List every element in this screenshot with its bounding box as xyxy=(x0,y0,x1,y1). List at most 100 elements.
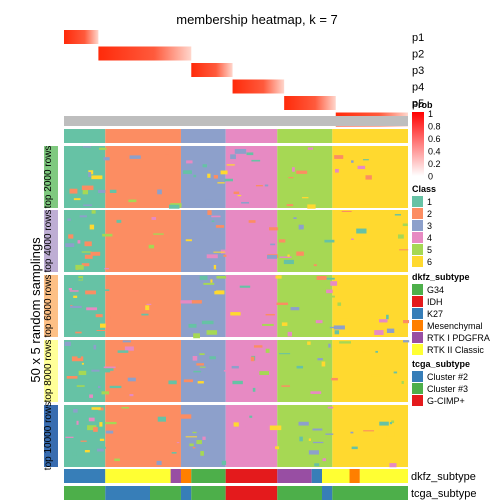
membership-speckle xyxy=(81,362,84,365)
row-group-label: top 4000 rows xyxy=(43,210,54,273)
membership-speckle xyxy=(94,261,104,263)
membership-speckle xyxy=(197,376,201,379)
membership-speckle xyxy=(87,425,97,431)
membership-speckle xyxy=(216,275,227,279)
membership-speckle xyxy=(99,422,103,427)
membership-speckle xyxy=(83,204,92,207)
legend-title: Class xyxy=(412,184,436,194)
prob-row-label: p2 xyxy=(412,49,424,61)
membership-speckle xyxy=(223,254,227,257)
membership-speckle xyxy=(128,199,137,203)
membership-speckle xyxy=(96,329,106,331)
membership-speckle xyxy=(334,155,344,159)
membership-speckle xyxy=(117,350,129,353)
membership-speckle xyxy=(215,225,225,228)
membership-speckle xyxy=(349,220,359,223)
legend-swatch xyxy=(412,196,423,207)
membership-speckle xyxy=(210,279,213,283)
membership-speckle xyxy=(292,180,296,185)
membership-speckle xyxy=(116,219,122,223)
membership-speckle xyxy=(296,251,304,256)
membership-speckle xyxy=(200,451,204,456)
membership-speckle xyxy=(69,290,79,292)
membership-speckle xyxy=(296,170,308,174)
membership-block xyxy=(105,405,181,467)
legend-entry: G34 xyxy=(427,285,444,295)
membership-speckle xyxy=(255,184,263,187)
membership-speckle xyxy=(82,189,89,195)
membership-speckle xyxy=(124,346,134,351)
membership-speckle xyxy=(403,340,410,343)
membership-speckle xyxy=(81,251,92,253)
membership-speckle xyxy=(337,302,342,306)
membership-speckle xyxy=(331,377,338,381)
membership-speckle xyxy=(253,345,263,348)
membership-speckle xyxy=(288,252,292,256)
legend-swatch xyxy=(412,383,423,394)
membership-speckle xyxy=(339,318,349,321)
membership-speckle xyxy=(271,358,274,360)
class-segment xyxy=(277,129,333,143)
membership-speckle xyxy=(98,189,106,193)
row-group-swatch xyxy=(44,146,58,208)
membership-speckle xyxy=(99,438,105,441)
membership-speckle xyxy=(287,331,292,337)
membership-speckle xyxy=(148,244,155,249)
legend-swatch xyxy=(412,244,423,255)
legend-entry: Cluster #2 xyxy=(427,372,468,382)
legend-swatch xyxy=(412,395,423,406)
membership-speckle xyxy=(220,249,227,254)
tcga-segment xyxy=(225,486,278,500)
membership-speckle xyxy=(245,425,252,429)
legend-entry: RTK II Classic xyxy=(427,345,484,355)
membership-speckle xyxy=(363,430,375,432)
membership-block xyxy=(180,275,226,337)
membership-speckle xyxy=(179,414,192,419)
row-group-label: top 10000 rows xyxy=(43,402,54,470)
legend-swatch xyxy=(412,208,423,219)
membership-speckle xyxy=(88,417,95,422)
dkfz-segment xyxy=(225,469,278,483)
class-segment xyxy=(64,129,106,143)
prob-tick: 0.2 xyxy=(428,159,441,169)
membership-speckle xyxy=(146,303,152,305)
membership-speckle xyxy=(314,463,320,467)
membership-speckle xyxy=(327,406,334,409)
membership-speckle xyxy=(91,175,103,180)
membership-speckle xyxy=(188,323,197,328)
membership-speckle xyxy=(129,394,134,397)
membership-speckle xyxy=(97,446,106,449)
membership-speckle xyxy=(275,275,282,279)
membership-speckle xyxy=(189,443,194,447)
membership-speckle xyxy=(279,353,291,355)
membership-speckle xyxy=(97,448,104,452)
legend-swatch xyxy=(412,332,423,343)
membership-speckle xyxy=(133,290,142,292)
membership-speckle xyxy=(278,239,286,243)
membership-speckle xyxy=(193,370,202,373)
membership-speckle xyxy=(86,307,98,311)
membership-speckle xyxy=(393,371,398,374)
membership-speckle xyxy=(199,353,205,356)
membership-speckle xyxy=(121,406,130,409)
membership-block xyxy=(332,340,408,402)
membership-speckle xyxy=(378,319,388,323)
membership-speckle xyxy=(275,446,280,450)
membership-speckle xyxy=(210,261,215,264)
membership-speckle xyxy=(290,305,302,307)
membership-speckle xyxy=(308,438,311,442)
membership-speckle xyxy=(221,460,227,465)
membership-speckle xyxy=(224,178,233,182)
legend-swatch xyxy=(412,320,423,331)
dkfz-segment xyxy=(311,469,322,483)
tcga-segment xyxy=(322,486,333,500)
legend-entry: 3 xyxy=(427,221,432,231)
class-segment xyxy=(332,129,408,143)
membership-block xyxy=(180,146,226,208)
membership-speckle xyxy=(298,421,309,426)
legend-entry: Mesenchymal xyxy=(427,321,483,331)
membership-speckle xyxy=(95,412,100,417)
membership-speckle xyxy=(157,189,162,195)
prob-tick: 1 xyxy=(428,109,433,119)
membership-speckle xyxy=(326,277,335,280)
